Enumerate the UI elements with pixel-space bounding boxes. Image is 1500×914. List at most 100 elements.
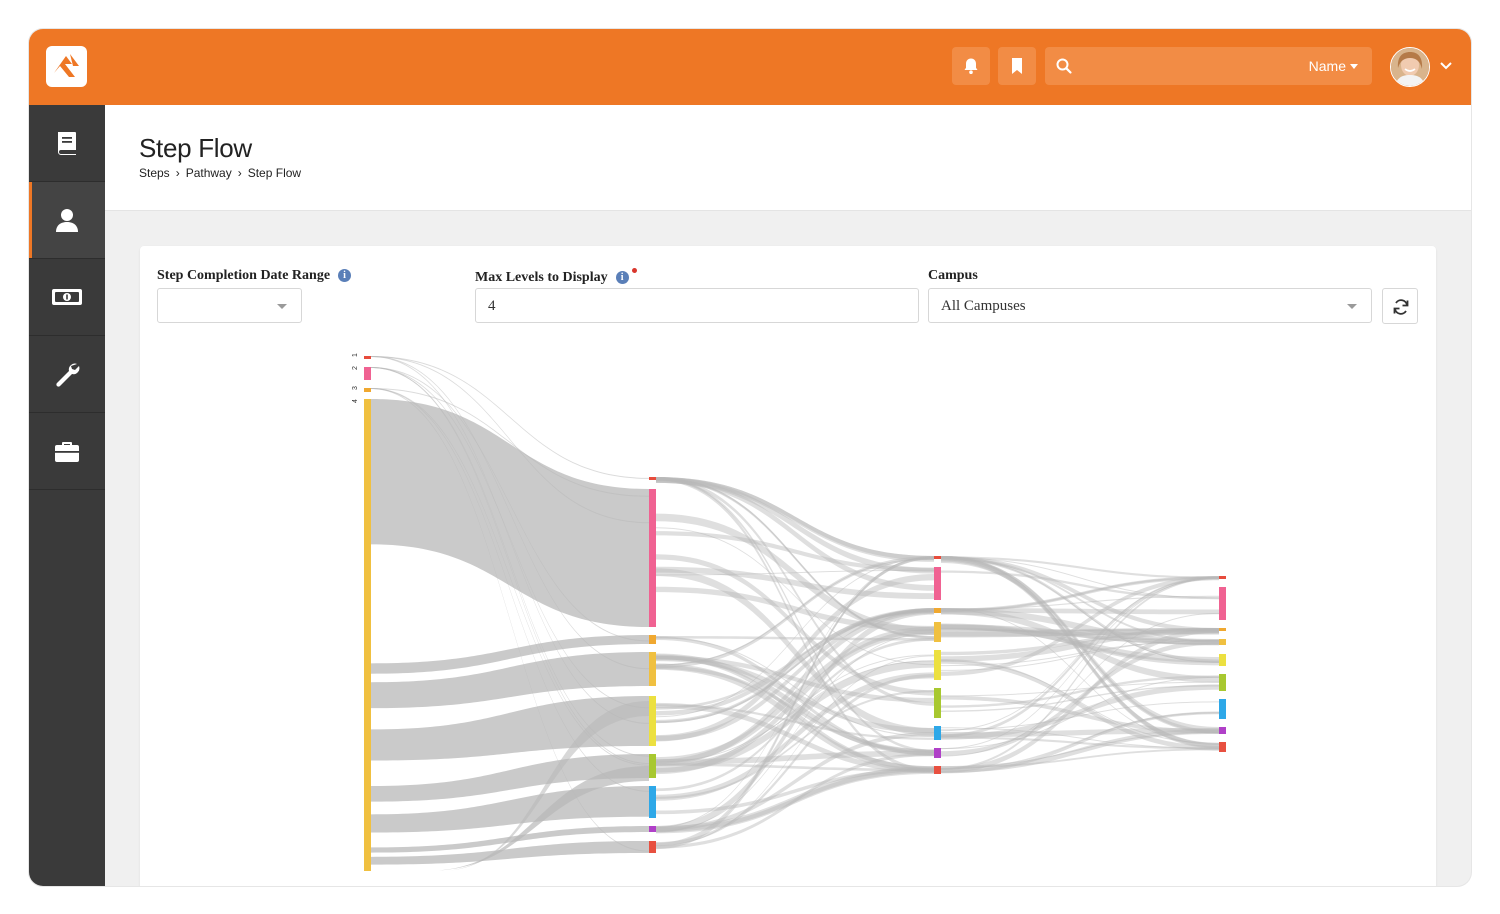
caret-down-icon	[1347, 304, 1357, 309]
sidebar-item-finance[interactable]	[29, 259, 105, 336]
flow-link	[941, 627, 1219, 645]
flow-link	[371, 786, 649, 833]
flow-link	[656, 636, 934, 756]
flow-link	[656, 608, 934, 724]
flow-link	[656, 556, 934, 850]
flow-link	[941, 576, 1219, 676]
flow-link	[941, 748, 1219, 769]
sidebar-item-book[interactable]	[29, 105, 105, 182]
notifications-button[interactable]	[952, 47, 990, 85]
flow-link	[941, 608, 1219, 746]
flow-link	[371, 367, 649, 642]
flow-link	[425, 766, 649, 871]
flow-link	[941, 577, 1219, 750]
search-icon[interactable]	[1055, 57, 1073, 75]
step-node[interactable]	[934, 622, 941, 642]
max-levels-label: Max Levels to Display i	[475, 268, 637, 286]
chevron-right-icon: ›	[237, 166, 242, 180]
step-node[interactable]	[1219, 587, 1226, 620]
step-node[interactable]	[364, 388, 371, 392]
search-input[interactable]	[1081, 47, 1285, 87]
step-node[interactable]	[1219, 674, 1226, 691]
flow-link	[941, 577, 1219, 732]
step-node[interactable]	[649, 754, 656, 778]
sidebar-item-admin-tools[interactable]	[29, 336, 105, 413]
step-node[interactable]	[364, 399, 371, 871]
sidebar-item-tools[interactable]	[29, 413, 105, 490]
step-node[interactable]	[934, 567, 941, 600]
chevron-down-icon[interactable]	[1439, 59, 1453, 73]
step-node[interactable]	[649, 489, 656, 627]
step-node[interactable]	[934, 556, 941, 559]
flow-link	[656, 702, 934, 774]
step-node[interactable]	[934, 726, 941, 740]
flow-link	[371, 367, 649, 765]
breadcrumb-steps[interactable]: Steps	[139, 166, 170, 180]
breadcrumb-pathway[interactable]: Pathway	[185, 166, 232, 180]
required-indicator	[631, 268, 637, 273]
flow-link	[656, 569, 934, 576]
avatar[interactable]	[1390, 47, 1430, 87]
flow-link	[941, 624, 1219, 645]
refresh-button[interactable]	[1382, 288, 1418, 324]
step-node[interactable]	[649, 652, 656, 686]
step-node[interactable]	[934, 766, 941, 774]
flow-link	[941, 556, 1219, 734]
flow-link	[941, 639, 1219, 671]
flow-link	[656, 768, 934, 832]
search-scope-dropdown[interactable]: Name	[1309, 58, 1358, 74]
flow-link	[656, 673, 934, 846]
step-node[interactable]	[934, 608, 941, 613]
flow-link	[371, 388, 649, 792]
step-node[interactable]	[364, 356, 371, 359]
step-node[interactable]	[1219, 576, 1226, 579]
info-icon[interactable]: i	[338, 269, 352, 282]
flow-link	[371, 754, 649, 802]
flow-link	[656, 513, 934, 635]
step-node[interactable]	[649, 635, 656, 644]
step-node[interactable]	[649, 786, 656, 818]
step-node[interactable]	[934, 748, 941, 758]
caret-down-icon	[277, 304, 287, 309]
step-node[interactable]	[1219, 639, 1226, 645]
flow-link	[440, 701, 649, 871]
flow-link	[656, 704, 934, 740]
step-node[interactable]	[934, 650, 941, 680]
step-node[interactable]	[1219, 699, 1226, 719]
step-node[interactable]	[649, 696, 656, 746]
step-node[interactable]	[649, 826, 656, 832]
step-node[interactable]	[649, 841, 656, 853]
flow-link	[941, 576, 1219, 738]
step-node[interactable]	[1219, 628, 1226, 631]
flow-link	[941, 570, 1219, 600]
step-node[interactable]	[1219, 654, 1226, 666]
info-icon[interactable]: i	[615, 271, 629, 284]
step-node[interactable]	[364, 367, 371, 380]
flow-link	[656, 477, 934, 639]
step-flow-sankey-chart: 1 2 3 4	[352, 353, 1226, 871]
flow-link	[941, 640, 1219, 756]
flow-link	[941, 628, 1219, 662]
flow-link	[656, 636, 934, 641]
max-levels-input[interactable]: 4	[475, 288, 919, 323]
step-node[interactable]	[934, 688, 941, 718]
sidebar-item-people[interactable]	[29, 182, 105, 259]
briefcase-icon	[55, 442, 79, 462]
level-labels: 1 2 3 4	[352, 353, 359, 403]
flow-link	[656, 477, 934, 639]
step-node[interactable]	[649, 477, 656, 480]
flow-link	[941, 608, 1219, 615]
flow-link	[371, 388, 649, 497]
campus-select[interactable]: All Campuses	[928, 288, 1372, 323]
flow-link	[941, 731, 1219, 768]
flow-link	[656, 665, 934, 754]
step-node[interactable]	[1219, 742, 1226, 752]
date-range-picker[interactable]	[157, 288, 302, 323]
bookmarks-button[interactable]	[998, 47, 1036, 85]
flow-link	[371, 356, 649, 524]
step-node[interactable]	[1219, 727, 1226, 734]
search-box: Name	[1045, 47, 1372, 87]
rock-logo[interactable]	[46, 46, 87, 87]
flow-link	[941, 712, 1219, 770]
flow-link	[656, 556, 934, 847]
